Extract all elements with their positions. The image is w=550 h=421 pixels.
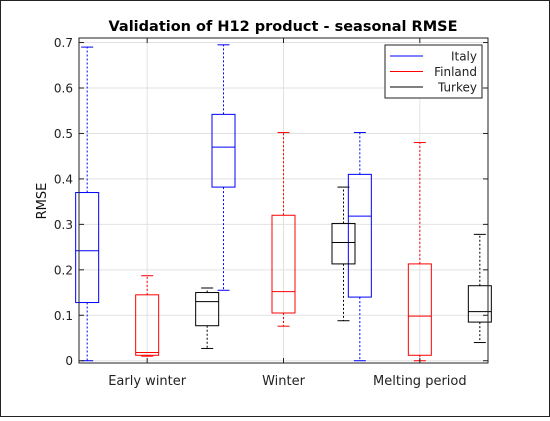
legend-label: Turkey (437, 81, 477, 95)
legend-label: Italy (451, 50, 477, 64)
box-iqr (467, 285, 492, 323)
x-category-label: Melting period (373, 374, 467, 389)
box-italy (211, 44, 236, 291)
box-finland (407, 142, 432, 362)
y-tick-label: 0.6 (54, 82, 73, 96)
y-tick-label: 0.7 (54, 36, 73, 50)
y-tick-label: 0.5 (54, 127, 73, 141)
box-finland (271, 132, 296, 327)
y-tick-label: 0.3 (54, 218, 73, 232)
box-iqr (75, 192, 100, 304)
y-tick-label: 0 (65, 354, 73, 368)
y-tick-label: 0.2 (54, 263, 73, 277)
box-iqr (271, 214, 296, 314)
x-category-label: Early winter (108, 374, 187, 389)
boxes-layer (75, 44, 492, 362)
box-turkey (195, 287, 220, 349)
box-iqr (407, 263, 432, 356)
box-turkey (331, 186, 356, 322)
legend-label: Finland (434, 65, 477, 79)
box-iqr (135, 294, 160, 356)
y-axis-label: RMSE (35, 183, 50, 220)
x-category-label: Winter (262, 374, 306, 389)
box-italy (347, 132, 372, 362)
box-iqr (331, 222, 356, 265)
box-iqr (347, 173, 372, 298)
y-tick-label: 0.1 (54, 309, 73, 323)
y-tick-label: 0.4 (54, 172, 73, 186)
box-iqr (195, 292, 220, 327)
box-finland (135, 275, 160, 357)
ticks-layer: 0 0.1 0.2 0.3 0.4 0.5 0.6 0.7 Early winter Winter… (54, 36, 488, 389)
box-iqr (211, 113, 236, 188)
chart-title: Validation of H12 product - seasonal RMS… (109, 19, 458, 35)
